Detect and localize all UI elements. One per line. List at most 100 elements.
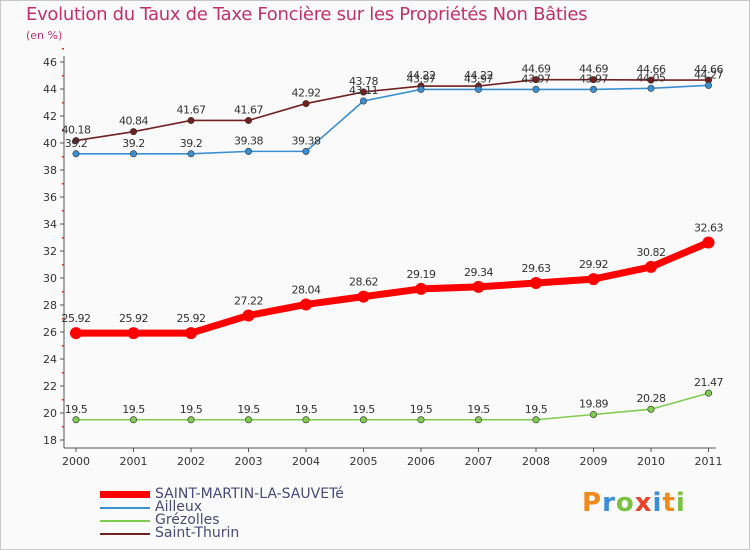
- series-line-ailleux: [75, 84, 710, 155]
- data-point-ailleux: [245, 147, 253, 155]
- data-label-ailleux: 39.2: [65, 137, 88, 150]
- y-minor-tick: [62, 183, 64, 185]
- data-point-gr-zolles: [474, 416, 482, 424]
- data-point-saint-thurin: [359, 88, 367, 96]
- data-label-ailleux: 43.97: [407, 72, 436, 85]
- y-tick-label: 32: [43, 245, 57, 258]
- x-tick-label: 2001: [120, 455, 148, 468]
- data-point-saint-thurin: [130, 128, 138, 136]
- data-point-ailleux: [474, 85, 482, 93]
- series-line-saint-thurin: [75, 78, 710, 142]
- y-tick-label: 28: [43, 299, 57, 312]
- y-tick-label: 40: [43, 137, 57, 150]
- x-tick-label: 2002: [177, 455, 205, 468]
- data-label-ailleux: 44.27: [694, 68, 723, 81]
- data-point-ailleux: [72, 150, 80, 158]
- data-label-ailleux: 39.38: [234, 134, 263, 147]
- data-point-ailleux: [302, 147, 310, 155]
- data-label-saint-thurin: 41.67: [234, 103, 263, 116]
- logo-letter: o: [615, 488, 635, 518]
- data-point-gr-zolles: [302, 416, 310, 424]
- data-label-saint-martin-la-sauvet: 29.34: [464, 266, 493, 279]
- data-point-ailleux: [417, 85, 425, 93]
- data-point-ailleux: [647, 84, 655, 92]
- data-label-gr-zolles: 19.89: [579, 397, 608, 410]
- data-label-gr-zolles: 19.5: [525, 403, 548, 416]
- data-label-gr-zolles: 19.5: [65, 403, 88, 416]
- y-minor-tick: [62, 156, 64, 158]
- data-label-gr-zolles: 19.5: [180, 403, 203, 416]
- y-minor-tick: [62, 237, 64, 239]
- y-tick-label: 42: [43, 110, 57, 123]
- legend-label: Grézolles: [155, 512, 220, 528]
- data-label-ailleux: 39.2: [180, 137, 203, 150]
- y-minor-tick: [62, 345, 64, 347]
- data-point-gr-zolles: [130, 416, 138, 424]
- data-label-gr-zolles: 20.28: [637, 392, 666, 405]
- data-point-saint-martin-la-sauvet: [645, 260, 657, 273]
- y-minor-tick: [62, 318, 64, 320]
- legend-swatch: [100, 533, 150, 535]
- chart-title: Evolution du Taux de Taxe Foncière sur l…: [26, 4, 588, 25]
- y-minor-tick: [62, 426, 64, 428]
- data-point-gr-zolles: [647, 405, 655, 413]
- x-tick-label: 2005: [350, 455, 378, 468]
- legend-swatch: [100, 507, 150, 509]
- data-label-gr-zolles: 19.5: [467, 403, 490, 416]
- data-point-saint-martin-la-sauvet: [127, 327, 140, 340]
- logo-letter: P: [582, 488, 603, 518]
- y-minor-tick: [62, 210, 64, 212]
- data-point-ailleux: [532, 85, 540, 93]
- data-point-ailleux: [359, 97, 367, 105]
- data-label-saint-martin-la-sauvet: 29.63: [522, 262, 551, 275]
- data-point-saint-martin-la-sauvet: [242, 309, 255, 322]
- logo-letter: i: [652, 488, 663, 518]
- data-label-saint-thurin: 43.78: [349, 75, 378, 88]
- data-label-saint-thurin: 44.66: [637, 63, 666, 76]
- data-point-saint-thurin: [187, 116, 195, 124]
- data-label-gr-zolles: 19.5: [122, 403, 145, 416]
- data-label-ailleux: 39.38: [292, 134, 321, 147]
- logo-letter: t: [662, 488, 676, 518]
- y-minor-tick: [62, 75, 64, 77]
- data-label-gr-zolles: 21.47: [694, 376, 723, 389]
- x-tick-label: 2011: [695, 455, 723, 468]
- data-label-gr-zolles: 19.5: [352, 403, 375, 416]
- y-minor-tick: [62, 291, 64, 293]
- data-point-saint-martin-la-sauvet: [415, 282, 427, 295]
- x-tick-label: 2003: [235, 455, 263, 468]
- legend-label: SAINT-MARTIN-LA-SAUVETé: [155, 486, 344, 502]
- legend-label: Ailleux: [155, 499, 203, 515]
- data-label-saint-martin-la-sauvet: 32.63: [694, 221, 723, 234]
- data-label-ailleux: 43.97: [464, 72, 493, 85]
- series-line-gr-zolles: [75, 392, 710, 421]
- proxiti-logo: Proxiti: [582, 488, 686, 518]
- x-tick-label: 2009: [580, 455, 608, 468]
- y-minor-tick: [62, 264, 64, 266]
- data-label-ailleux: 43.97: [522, 72, 551, 85]
- x-tick-label: 2004: [292, 455, 320, 468]
- data-label-saint-martin-la-sauvet: 25.92: [62, 312, 91, 325]
- data-label-saint-thurin: 40.18: [62, 124, 91, 137]
- data-label-saint-thurin: 42.92: [292, 87, 321, 100]
- data-point-gr-zolles: [359, 416, 367, 424]
- data-point-saint-thurin: [589, 76, 597, 84]
- y-minor-tick: [62, 399, 64, 401]
- data-point-saint-martin-la-sauvet: [587, 273, 600, 286]
- data-point-saint-martin-la-sauvet: [300, 298, 312, 311]
- logo-letter: x: [634, 488, 653, 518]
- y-minor-tick: [62, 129, 64, 131]
- data-point-gr-zolles: [245, 416, 253, 424]
- y-tick-label: 30: [43, 272, 57, 285]
- data-label-saint-martin-la-sauvet: 29.19: [407, 268, 436, 281]
- data-label-saint-martin-la-sauvet: 28.62: [349, 276, 378, 289]
- y-minor-tick: [62, 48, 64, 50]
- data-label-saint-thurin: 44.66: [694, 63, 723, 76]
- data-label-saint-martin-la-sauvet: 29.92: [579, 258, 608, 271]
- data-label-ailleux: 43.97: [579, 72, 608, 85]
- data-point-gr-zolles: [704, 389, 712, 397]
- legend-swatch: [100, 520, 150, 522]
- y-tick-label: 26: [43, 326, 57, 339]
- data-label-saint-thurin: 44.69: [579, 63, 608, 76]
